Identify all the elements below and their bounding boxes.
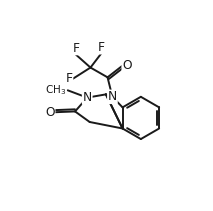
Text: N: N bbox=[108, 90, 117, 103]
Text: F: F bbox=[98, 41, 105, 54]
Text: CH$_3$: CH$_3$ bbox=[45, 83, 66, 97]
Text: F: F bbox=[66, 72, 73, 85]
Text: N: N bbox=[83, 91, 92, 104]
Text: O: O bbox=[122, 60, 132, 72]
Text: O: O bbox=[45, 106, 55, 119]
Text: F: F bbox=[72, 42, 79, 55]
